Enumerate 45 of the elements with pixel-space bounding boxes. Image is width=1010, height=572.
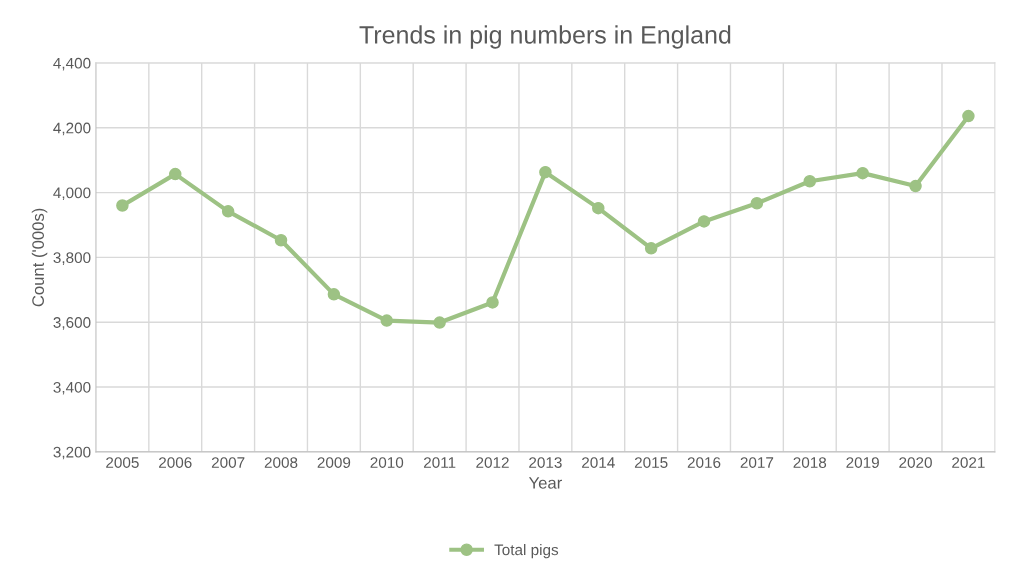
x-tick-label: 2015 [634,457,668,468]
y-tick-label: 3,200 [53,446,91,460]
y-tick-label: 4,000 [53,187,91,201]
point [433,316,446,329]
point [803,174,817,188]
legend-label: Total pigs [494,544,559,559]
x-tick-label: 2007 [211,457,245,468]
x-tick-label: 2005 [106,457,139,468]
point [221,205,235,218]
x-tick-label: 2009 [317,457,351,468]
x-tick-label: 2020 [899,457,932,468]
x-tick-label: 2021 [952,457,985,468]
point [750,197,764,210]
point [327,288,341,301]
x-tick-label: 2017 [740,457,774,468]
x-tick-label: 2012 [476,457,509,468]
point [169,167,182,181]
point [644,242,658,255]
point [909,179,922,193]
x-tick-label: 2010 [370,457,404,468]
point [592,201,605,215]
y-tick-label: 3,600 [53,317,91,330]
x-tick-label: 2019 [846,457,879,468]
point [274,233,288,247]
y-tick-label: 4,200 [53,122,91,136]
point [539,165,552,179]
y-axis-title: Count ('000s) [31,208,48,307]
point [486,296,499,309]
y-tick-label: 3,800 [53,252,91,265]
point [380,314,394,327]
chart-title: Trends in pig numbers in England [359,25,731,49]
x-tick-label: 2006 [159,457,192,468]
point [116,199,129,212]
point [962,109,975,123]
x-tick-label: 2013 [529,457,562,468]
x-tick-label: 2018 [793,457,827,468]
y-tick-label: 3,400 [53,381,91,395]
point [856,166,869,180]
x-axis-title: Year [528,477,562,489]
x-tick-label: 2008 [264,457,298,468]
point [697,215,711,228]
x-tick-label: 2011 [423,457,456,468]
x-tick-label: 2014 [582,457,615,468]
y-tick-label: 4,400 [53,57,91,71]
x-tick-label: 2016 [687,457,721,468]
